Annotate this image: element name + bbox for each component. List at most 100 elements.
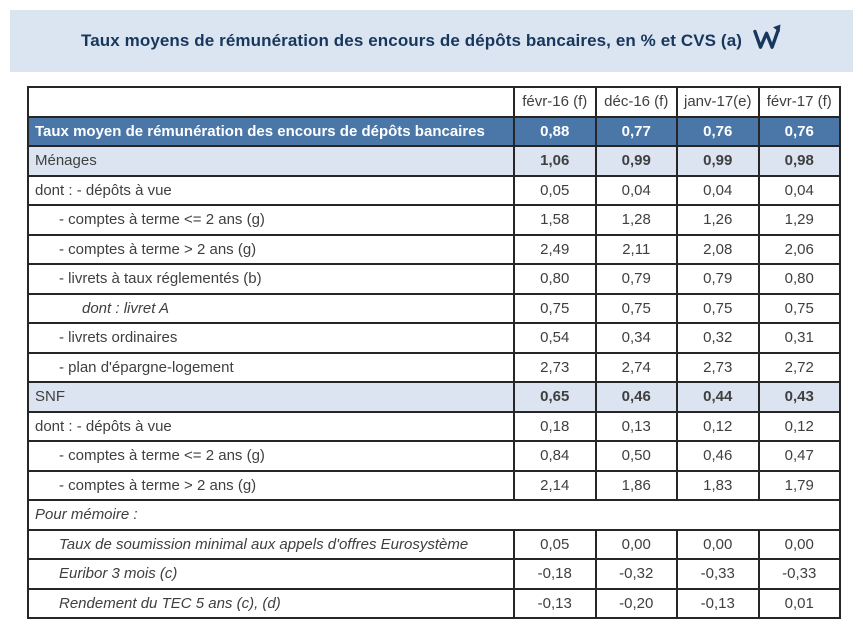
row-label: Taux moyen de rémunération des encours d… — [27, 115, 515, 147]
column-header: janv-17(e) — [676, 86, 760, 118]
value-cell: 1,86 — [594, 469, 678, 501]
row-label: - livrets ordinaires — [27, 322, 515, 354]
row-label: dont : livret A — [27, 292, 515, 324]
row-label: - livrets à taux réglementés (b) — [27, 263, 515, 295]
value-cell: -0,20 — [594, 587, 678, 619]
value-cell: 0,79 — [676, 263, 760, 295]
value-cell: 0,47 — [757, 440, 841, 472]
table-row: - comptes à terme <= 2 ans (g) 1,58 1,28 1,… — [27, 204, 841, 236]
rates-table-container: févr-16 (f) déc-16 (f) janv-17(e) févr-17 (… — [27, 86, 841, 619]
value-cell: -0,32 — [594, 558, 678, 590]
value-cell: 2,08 — [676, 233, 760, 265]
table-row: Ménages 1,06 0,99 0,99 0,98 — [27, 145, 841, 177]
table-row: Taux de soumission minimal aux appels d'… — [27, 528, 841, 560]
value-cell: 0,04 — [757, 174, 841, 206]
value-cell: 1,28 — [594, 204, 678, 236]
row-label: - comptes à terme <= 2 ans (g) — [27, 204, 515, 236]
row-label: - comptes à terme > 2 ans (g) — [27, 233, 515, 265]
table-row: dont : - dépôts à vue 0,05 0,04 0,04 0,04 — [27, 174, 841, 206]
value-cell: 0,12 — [757, 410, 841, 442]
table-row: dont : - dépôts à vue 0,18 0,13 0,12 0,12 — [27, 410, 841, 442]
row-label: - comptes à terme <= 2 ans (g) — [27, 440, 515, 472]
table-row: dont : livret A 0,75 0,75 0,75 0,75 — [27, 292, 841, 324]
value-cell: -0,18 — [513, 558, 597, 590]
value-cell: -0,13 — [513, 587, 597, 619]
table-header: févr-16 (f) déc-16 (f) janv-17(e) févr-17 (… — [27, 86, 841, 118]
value-cell: 2,14 — [513, 469, 597, 501]
table-body: Taux moyen de rémunération des encours d… — [27, 115, 841, 619]
value-cell: 0,65 — [513, 381, 597, 413]
value-cell: 0,75 — [513, 292, 597, 324]
value-cell: 1,29 — [757, 204, 841, 236]
row-label: Pour mémoire : — [27, 499, 841, 531]
row-label: Ménages — [27, 145, 515, 177]
value-cell: 0,54 — [513, 322, 597, 354]
value-cell: -0,33 — [757, 558, 841, 590]
value-cell: 0,44 — [676, 381, 760, 413]
page-title: Taux moyens de rémunération des encours … — [80, 31, 743, 50]
value-cell: 0,80 — [513, 263, 597, 295]
column-header: déc-16 (f) — [594, 86, 678, 118]
value-cell: 0,50 — [594, 440, 678, 472]
value-cell: 2,73 — [513, 351, 597, 383]
webstat-w-arrow-icon[interactable] — [752, 23, 782, 55]
value-cell: 0,75 — [757, 292, 841, 324]
row-label: Taux de soumission minimal aux appels d'… — [27, 528, 515, 560]
header-row: févr-16 (f) déc-16 (f) janv-17(e) févr-17 (… — [27, 86, 841, 118]
table-row: - comptes à terme > 2 ans (g) 2,14 1,86 1,8… — [27, 469, 841, 501]
value-cell: 0,77 — [594, 115, 678, 147]
table-row: - comptes à terme <= 2 ans (g) 0,84 0,50 0,… — [27, 440, 841, 472]
column-header: févr-16 (f) — [513, 86, 597, 118]
value-cell: 0,79 — [594, 263, 678, 295]
value-cell: 0,32 — [676, 322, 760, 354]
value-cell: 1,06 — [513, 145, 597, 177]
value-cell: 0,76 — [676, 115, 760, 147]
value-cell: 0,88 — [513, 115, 597, 147]
value-cell: 0,00 — [676, 528, 760, 560]
value-cell: 0,18 — [513, 410, 597, 442]
row-label: dont : - dépôts à vue — [27, 174, 515, 206]
table-row: Pour mémoire : — [27, 499, 841, 531]
value-cell: 0,34 — [594, 322, 678, 354]
value-cell: 2,73 — [676, 351, 760, 383]
value-cell: 0,05 — [513, 528, 597, 560]
value-cell: 0,13 — [594, 410, 678, 442]
value-cell: 1,79 — [757, 469, 841, 501]
value-cell: 0,98 — [757, 145, 841, 177]
value-cell: 0,99 — [676, 145, 760, 177]
value-cell: 2,72 — [757, 351, 841, 383]
value-cell: 0,00 — [757, 528, 841, 560]
value-cell: -0,33 — [676, 558, 760, 590]
row-label: SNF — [27, 381, 515, 413]
value-cell: 0,04 — [676, 174, 760, 206]
value-cell: 1,58 — [513, 204, 597, 236]
row-label: - plan d'épargne-logement — [27, 351, 515, 383]
table-row: Taux moyen de rémunération des encours d… — [27, 115, 841, 147]
table-row: - livrets ordinaires 0,54 0,34 0,32 0,31 — [27, 322, 841, 354]
value-cell: 0,99 — [594, 145, 678, 177]
value-cell: 2,06 — [757, 233, 841, 265]
value-cell: 0,00 — [594, 528, 678, 560]
rates-table: févr-16 (f) déc-16 (f) janv-17(e) févr-17 (… — [27, 86, 841, 619]
row-label: Rendement du TEC 5 ans (c), (d) — [27, 587, 515, 619]
table-row: - plan d'épargne-logement 2,73 2,74 2,73 2,7… — [27, 351, 841, 383]
table-row: Euribor 3 mois (c) -0,18 -0,32 -0,33 -0,33 — [27, 558, 841, 590]
value-cell: 0,46 — [676, 440, 760, 472]
value-cell: 1,26 — [676, 204, 760, 236]
value-cell: 0,76 — [757, 115, 841, 147]
value-cell: 0,31 — [757, 322, 841, 354]
column-header: févr-17 (f) — [757, 86, 841, 118]
value-cell: 2,49 — [513, 233, 597, 265]
value-cell: 1,83 — [676, 469, 760, 501]
header-corner-cell — [27, 86, 515, 118]
value-cell: 0,75 — [676, 292, 760, 324]
value-cell: 0,75 — [594, 292, 678, 324]
value-cell: 0,46 — [594, 381, 678, 413]
row-label: Euribor 3 mois (c) — [27, 558, 515, 590]
table-row: Rendement du TEC 5 ans (c), (d) -0,13 -0,2… — [27, 587, 841, 619]
table-row: - comptes à terme > 2 ans (g) 2,49 2,11 2,0… — [27, 233, 841, 265]
value-cell: 0,12 — [676, 410, 760, 442]
value-cell: 0,05 — [513, 174, 597, 206]
row-label: dont : - dépôts à vue — [27, 410, 515, 442]
value-cell: 0,01 — [757, 587, 841, 619]
